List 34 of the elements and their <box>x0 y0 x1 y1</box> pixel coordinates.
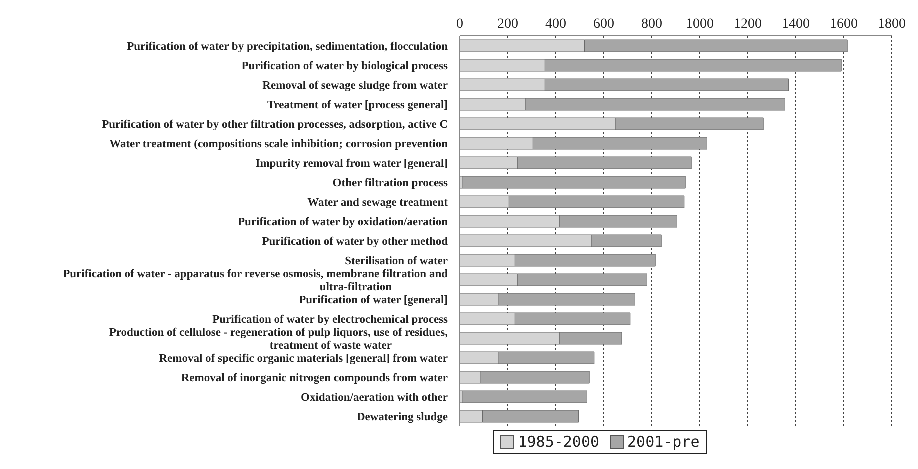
legend-label: 2001-pre <box>628 433 700 451</box>
y-tick-label: Treatment of water [process general] <box>267 99 448 112</box>
y-tick-label: Oxidation/aeration with other <box>301 392 448 404</box>
x-tick-label: 1200 <box>734 17 762 32</box>
y-tick-label: Sterilisation of water <box>345 255 448 268</box>
y-tick-label: Water treatment (compositions scale inhibition; corrosion prevention <box>110 138 449 150</box>
x-tick-label: 1400 <box>782 17 810 32</box>
x-tick-label: 1000 <box>686 17 714 32</box>
y-tick-label: Removal of specific organic materials [general] from water <box>159 352 448 365</box>
y-tick-label: Purification of water - apparatus for reverse osmosis, membrane filtration and ultra-filtration <box>63 268 449 294</box>
x-tick-label: 1600 <box>830 17 858 32</box>
x-tick-label: 1800 <box>878 17 906 32</box>
bar <box>462 390 588 404</box>
y-tick-label: Dewatering sludge <box>356 411 448 424</box>
x-tick-label: 800 <box>642 17 662 32</box>
x-tick-label: 200 <box>498 17 518 32</box>
y-tick-label: Purification of water by oxidation/aeration <box>238 216 449 228</box>
bar <box>462 176 686 189</box>
y-tick-label: Purification of water by other method <box>262 236 449 248</box>
y-tick-label: Other filtration process <box>332 177 449 190</box>
y-tick-label: Purification of water [general] <box>299 294 448 306</box>
y-tick-label: Production of cellulose - regeneration of pulp liquors, use of residues, treatment of waste water <box>109 326 448 352</box>
y-tick-label: Purification of water by other filtration processes, adsorption, active C <box>102 118 448 131</box>
x-tick-label: 600 <box>594 17 614 32</box>
y-tick-label: Impurity removal from water [general] <box>256 158 448 170</box>
x-tick-label: 400 <box>546 17 566 32</box>
legend-label: 1985-2000 <box>518 433 600 451</box>
x-tick-label: 0 <box>456 17 464 32</box>
y-tick-label: Water and sewage treatment <box>308 196 448 209</box>
y-tick-label: Removal of sewage sludge from water <box>262 80 448 92</box>
y-tick-label: Purification of water by electrochemical process <box>212 314 449 326</box>
y-tick-label: Purification of water by biological process <box>242 60 449 72</box>
y-tick-label: Removal of inorganic nitrogen compounds from water <box>181 372 448 384</box>
y-tick-label: Purification of water by precipitation, sedimentation, flocculation <box>127 40 449 53</box>
